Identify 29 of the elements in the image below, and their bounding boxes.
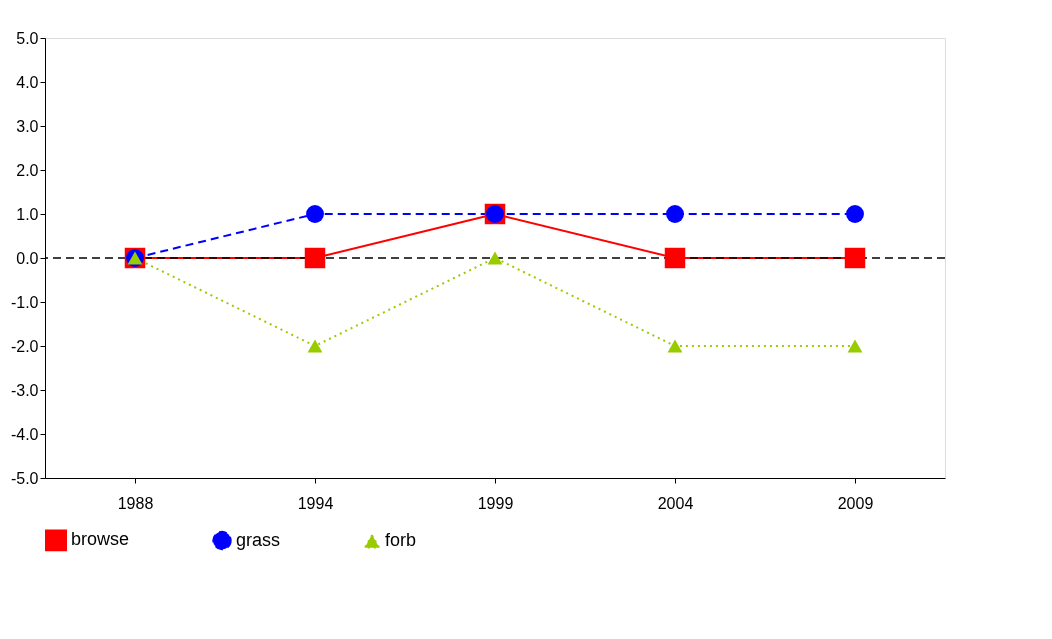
y-tick-label: -1.0 (10, 293, 39, 311)
x-tick-label: 2004 (657, 494, 694, 512)
point (306, 205, 324, 223)
x-tick-label: 2009 (837, 494, 874, 512)
y-tick-label: -4.0 (10, 425, 39, 443)
y-tick-label: 4.0 (16, 73, 39, 91)
y-tick-label: -5.0 (10, 469, 39, 487)
y-tick-label: 5.0 (16, 29, 39, 47)
point (666, 205, 684, 223)
point (664, 247, 686, 269)
point (304, 247, 326, 269)
y-tick-label: -2.0 (10, 337, 39, 355)
y-tick-label: 3.0 (16, 117, 39, 135)
point (487, 251, 503, 265)
point (846, 205, 864, 223)
legend-label: browse (71, 529, 130, 550)
x-tick-label: 1994 (297, 494, 334, 512)
point (307, 339, 323, 353)
y-tick-label: 1.0 (16, 205, 39, 223)
point (847, 339, 863, 353)
x-tick-label: 1988 (117, 494, 154, 512)
point (844, 247, 866, 269)
y-tick-label: 2.0 (16, 161, 39, 179)
legend-label: forb (385, 530, 417, 551)
x-tick-label: 1999 (477, 494, 514, 512)
y-tick-label: -3.0 (10, 381, 39, 399)
legend-label: grass (236, 529, 281, 550)
y-tick-label: 0.0 (16, 249, 39, 267)
point (667, 339, 683, 353)
